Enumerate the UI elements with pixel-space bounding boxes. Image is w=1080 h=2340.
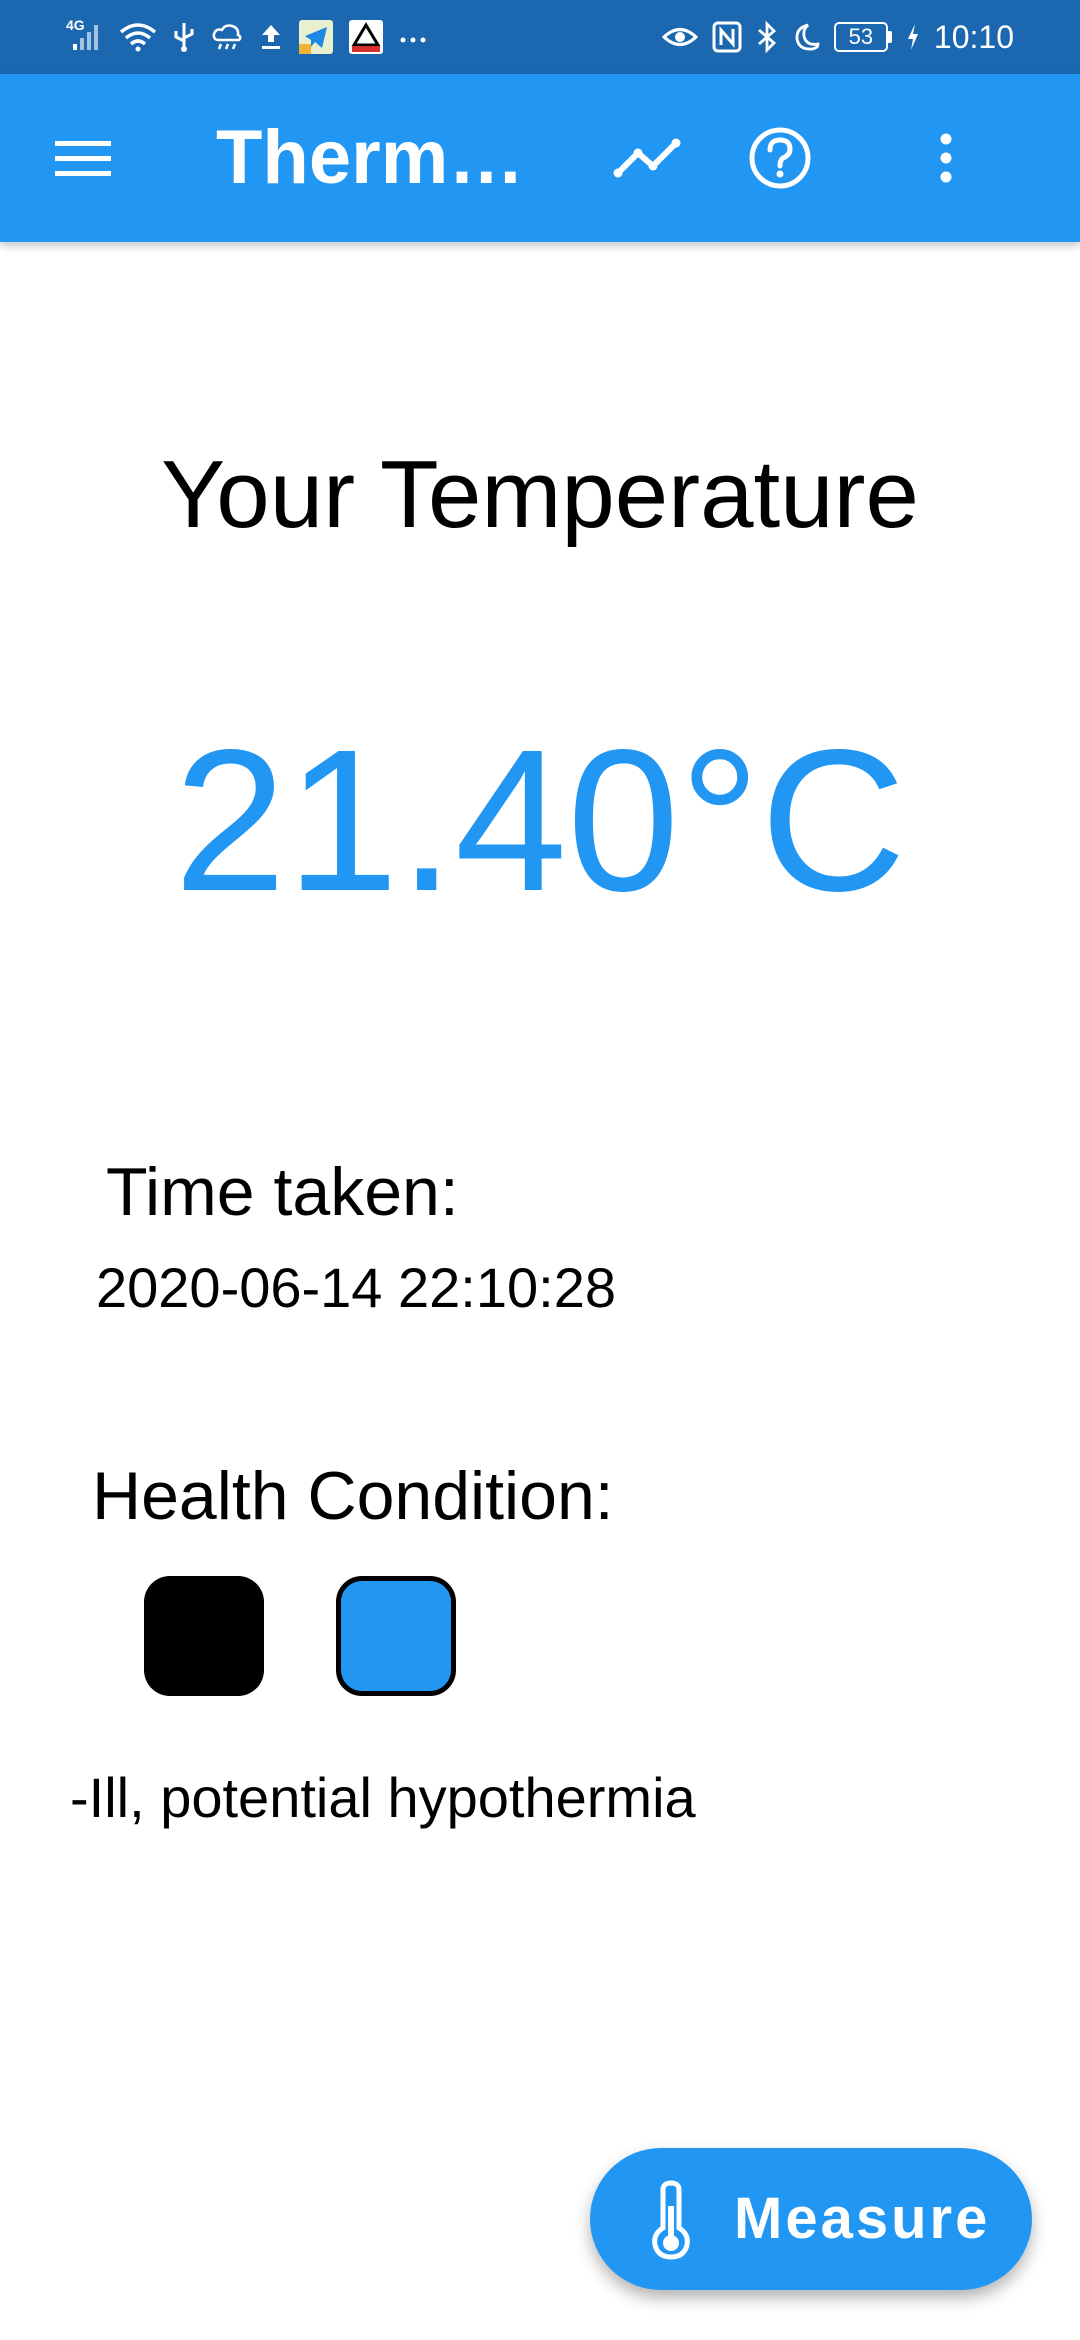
wifi-icon xyxy=(119,22,157,52)
app-title: Thermometer xyxy=(216,115,556,200)
temperature-value: 21.40°C xyxy=(173,707,907,933)
health-indicator-black xyxy=(144,1576,264,1696)
battery-level: 53 xyxy=(833,22,888,52)
chart-icon xyxy=(613,138,681,178)
nfc-icon xyxy=(712,21,742,53)
health-indicator-blue xyxy=(336,1576,456,1696)
status-left-icons: 4G xyxy=(66,14,427,60)
measure-button-label: Measure xyxy=(734,2186,991,2251)
time-taken-value: 2020-06-14 22:10:28 xyxy=(96,1256,616,1319)
status-bar: 4G xyxy=(0,0,1080,74)
more-notifications-icon xyxy=(399,22,427,52)
charging-icon xyxy=(906,22,920,52)
eye-icon xyxy=(661,22,698,52)
menu-button[interactable] xyxy=(50,126,116,192)
app-icon xyxy=(348,20,383,54)
moon-icon xyxy=(792,22,820,52)
upload-icon xyxy=(259,22,283,52)
status-right-icons: 53 10:10 xyxy=(661,14,1014,60)
thermometer-icon xyxy=(652,2180,690,2260)
signal-icon: 4G xyxy=(66,17,103,52)
status-time: 10:10 xyxy=(933,19,1014,55)
temperature-heading: Your Temperature xyxy=(161,441,919,548)
health-condition-label: Health Condition: xyxy=(92,1458,614,1534)
battery-icon: 53 xyxy=(833,22,892,52)
usb-icon xyxy=(173,21,195,53)
bluetooth-icon xyxy=(756,21,778,53)
chart-button[interactable] xyxy=(608,122,688,194)
network-type-label: 4G xyxy=(66,17,85,33)
health-condition-text: -Ill, potential hypothermia xyxy=(70,1766,696,1829)
menu-icon xyxy=(55,141,111,176)
time-taken-label: Time taken: xyxy=(106,1154,459,1230)
more-options-button[interactable] xyxy=(916,118,976,198)
measure-button[interactable]: Measure xyxy=(590,2148,1032,2290)
app-bar: Thermometer xyxy=(0,74,1080,242)
help-button[interactable] xyxy=(740,118,820,198)
telegram-icon xyxy=(298,20,333,54)
more-vert-icon xyxy=(940,133,952,183)
cloud-icon xyxy=(211,22,243,52)
help-icon xyxy=(749,127,811,189)
